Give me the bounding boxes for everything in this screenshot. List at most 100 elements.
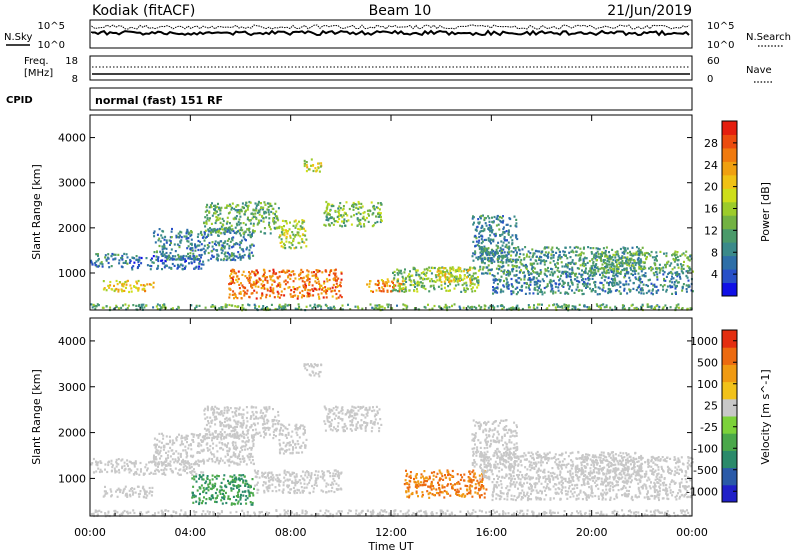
scatter-cell xyxy=(243,207,245,209)
scatter-cell xyxy=(192,455,194,457)
scatter-cell xyxy=(462,279,464,281)
scatter-cell xyxy=(241,284,243,286)
scatter-cell xyxy=(603,247,605,249)
scatter-cell xyxy=(144,290,146,292)
scatter-cell xyxy=(106,471,108,473)
scatter-cell xyxy=(224,431,226,433)
scatter-cell xyxy=(376,206,378,208)
scatter-cell xyxy=(100,469,102,471)
scatter-cell xyxy=(627,271,629,273)
scatter-cell xyxy=(619,258,621,260)
scatter-cell xyxy=(335,293,337,295)
scatter-cell xyxy=(331,222,333,224)
scatter-cell xyxy=(497,256,499,258)
scatter-cell xyxy=(124,303,126,305)
scatter-cell xyxy=(212,447,214,449)
scatter-cell xyxy=(626,267,628,269)
scatter-cell xyxy=(343,205,345,207)
scatter-cell xyxy=(595,264,597,266)
scatter-cell xyxy=(341,273,343,275)
scatter-cell xyxy=(257,286,259,288)
scatter-cell xyxy=(590,247,592,249)
scatter-cell xyxy=(325,270,327,272)
scatter-cell xyxy=(180,437,182,439)
scatter-cell xyxy=(481,258,483,260)
scatter-cell xyxy=(319,171,321,173)
scatter-cell xyxy=(133,512,135,514)
scatter-cell xyxy=(104,256,106,258)
scatter-cell xyxy=(483,266,485,268)
scatter-cell xyxy=(302,510,304,512)
scatter-cell xyxy=(147,264,149,266)
scatter-cell xyxy=(437,274,439,276)
scatter-cell xyxy=(230,273,232,275)
scatter-cell xyxy=(208,259,210,261)
scatter-cell xyxy=(204,216,206,218)
scatter-cell xyxy=(484,257,486,259)
scatter-cell xyxy=(248,453,250,455)
scatter-cell xyxy=(224,240,226,242)
scatter-cell xyxy=(641,270,643,272)
scatter-cell xyxy=(203,460,205,462)
scatter-cell xyxy=(339,202,341,204)
scatter-cell xyxy=(507,264,509,266)
scatter-cell xyxy=(550,290,552,292)
scatter-cell xyxy=(279,234,281,236)
scatter-cell xyxy=(384,307,386,309)
scatter-cell xyxy=(237,209,239,211)
scatter-cell xyxy=(240,293,242,295)
scatter-cell xyxy=(393,512,395,514)
scatter-cell xyxy=(220,232,222,234)
scatter-cell xyxy=(248,255,250,257)
scatter-cell xyxy=(670,272,672,274)
scatter-cell xyxy=(499,250,501,252)
scatter-cell xyxy=(136,473,138,475)
scatter-cell xyxy=(394,288,396,290)
scatter-cell xyxy=(552,292,554,294)
scatter-cell xyxy=(236,223,238,225)
scatter-cell xyxy=(221,428,223,430)
scatter-cell xyxy=(164,510,166,512)
scatter-cell xyxy=(444,283,446,285)
scatter-cell xyxy=(622,304,624,306)
scatter-cell xyxy=(153,455,155,457)
scatter-cell xyxy=(268,224,270,226)
scatter-cell xyxy=(402,276,404,278)
scatter-cell xyxy=(198,254,200,256)
scatter-cell xyxy=(172,255,174,257)
scatter-cell xyxy=(131,490,133,492)
scatter-cell xyxy=(192,439,194,441)
scatter-cell xyxy=(621,265,623,267)
scatter-cell xyxy=(342,305,344,307)
scatter-cell xyxy=(290,289,292,291)
scatter-cell xyxy=(448,306,450,308)
scatter-cell xyxy=(363,225,365,227)
scatter-cell xyxy=(529,289,531,291)
scatter-cell xyxy=(480,217,482,219)
scatter-cell xyxy=(507,233,509,235)
scatter-cell xyxy=(533,276,535,278)
scatter-cell xyxy=(569,275,571,277)
scatter-cell xyxy=(250,276,252,278)
scatter-cell xyxy=(480,306,482,308)
scatter-cell xyxy=(161,230,163,232)
scatter-cell xyxy=(328,204,330,206)
scatter-cell xyxy=(605,276,607,278)
scatter-cell xyxy=(506,244,508,246)
scatter-cell xyxy=(198,259,200,261)
scatter-cell xyxy=(498,218,500,220)
scatter-cell xyxy=(335,273,337,275)
scatter-cell xyxy=(297,234,299,236)
scatter-cell xyxy=(337,221,339,223)
scatter-cell xyxy=(231,225,233,227)
scatter-cell xyxy=(145,464,147,466)
scatter-cell xyxy=(559,251,561,253)
scatter-cell xyxy=(484,304,486,306)
scatter-cell xyxy=(221,510,223,512)
scatter-cell xyxy=(253,423,255,425)
scatter-cell xyxy=(211,419,213,421)
scatter-cell xyxy=(564,265,566,267)
scatter-cell xyxy=(126,459,128,461)
scatter-cell xyxy=(541,251,543,253)
scatter-cell xyxy=(654,512,656,514)
